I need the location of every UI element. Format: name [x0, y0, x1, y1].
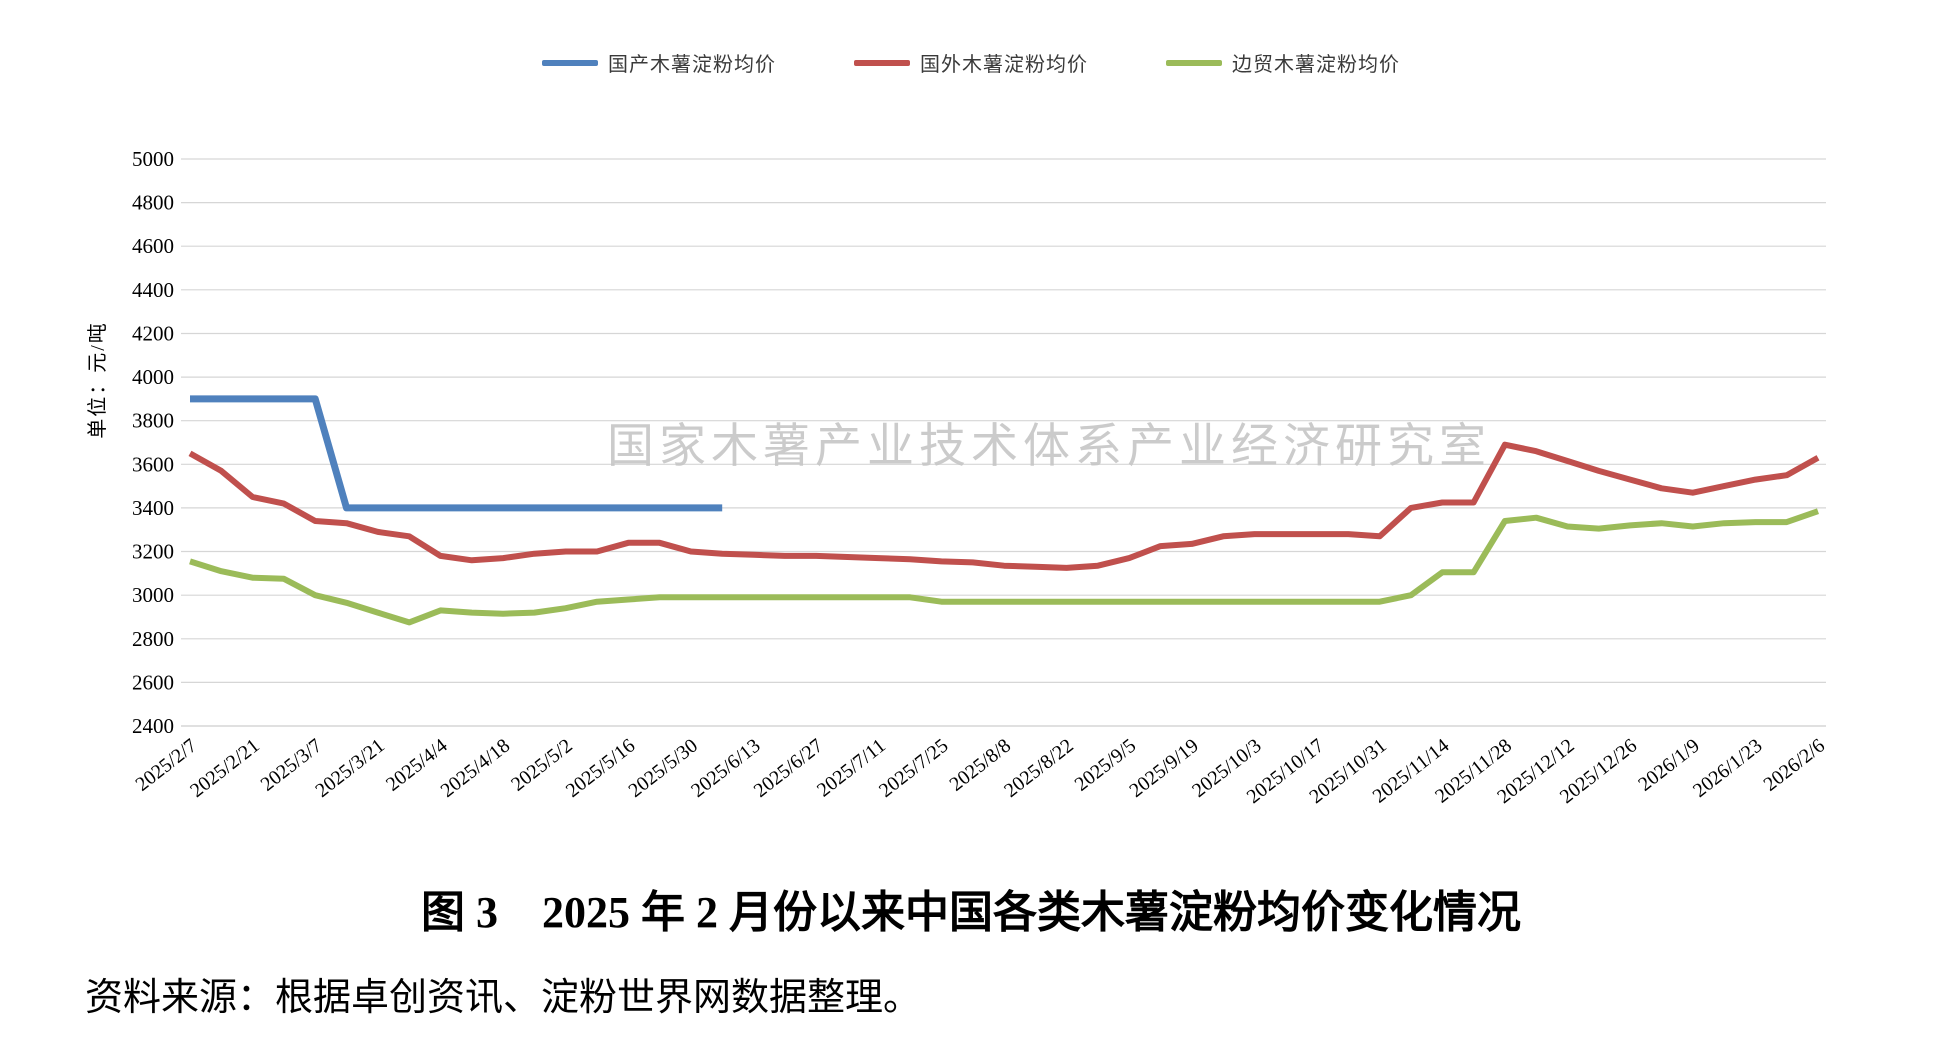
- legend-label: 国产木薯淀粉均价: [608, 54, 776, 76]
- y-tick-label: 5000: [132, 147, 174, 171]
- x-tick-label: 2025/4/18: [437, 735, 514, 802]
- x-tick-label: 2025/8/22: [1000, 735, 1077, 802]
- series-line-2: [189, 508, 1819, 626]
- legend-swatch: [1166, 59, 1222, 66]
- x-tick-label: 2026/2/6: [1759, 735, 1829, 796]
- legend-item-border-trade: 边贸木薯淀粉均价: [1166, 48, 1400, 77]
- chart-legend: 国产木薯淀粉均价 国外木薯淀粉均价 边贸木薯淀粉均价: [0, 48, 1942, 77]
- y-tick-label: 2400: [132, 714, 174, 738]
- y-tick-label: 4200: [132, 322, 174, 346]
- watermark-text: 国家木薯产业技术体系产业经济研究室: [607, 421, 1491, 473]
- y-tick-label: 3800: [132, 409, 174, 433]
- x-tick-label: 2025/7/11: [813, 735, 890, 802]
- x-tick-label: 2025/9/19: [1125, 735, 1202, 802]
- y-tick-label: 4000: [132, 365, 174, 389]
- y-tick-label: 2600: [132, 670, 174, 694]
- legend-label: 边贸木薯淀粉均价: [1232, 54, 1400, 76]
- y-tick-label: 4400: [132, 278, 174, 302]
- legend-swatch: [542, 59, 598, 66]
- legend-label: 国外木薯淀粉均价: [920, 54, 1088, 76]
- figure-title: 图 3 2025 年 2 月份以来中国各类木薯淀粉均价变化情况: [421, 888, 1521, 937]
- x-tick-label: 2025/7/25: [875, 735, 952, 802]
- x-tick-label: 2025/3/21: [311, 735, 388, 802]
- y-tick-label: 3600: [132, 452, 174, 476]
- series-line-1: [188, 441, 1820, 571]
- x-tick-label: 2026/1/23: [1689, 735, 1766, 802]
- x-tick-label: 2025/2/21: [186, 735, 263, 802]
- x-tick-label: 2025/5/16: [562, 735, 639, 802]
- y-tick-label: 4600: [132, 234, 174, 258]
- y-tick-label: 3200: [132, 540, 174, 564]
- legend-swatch: [854, 59, 910, 66]
- chart-svg: 2400 2600 2800 3000 3200 3400 3600 3800 4000 4200…: [86, 147, 1829, 808]
- series-line-0: [190, 395, 723, 512]
- x-tick-label: 2025/5/30: [625, 735, 702, 802]
- source-note: 资料来源：根据卓创资讯、淀粉世界网数据整理。: [85, 977, 922, 1019]
- legend-item-foreign: 国外木薯淀粉均价: [854, 48, 1088, 77]
- y-tick-label: 3400: [132, 496, 174, 520]
- y-tick-label: 3000: [132, 583, 174, 607]
- legend-item-domestic: 国产木薯淀粉均价: [542, 48, 776, 77]
- x-tick-label: 2025/6/27: [750, 735, 827, 802]
- y-tick-label: 4800: [132, 191, 174, 215]
- x-tick-label: 2025/6/13: [687, 735, 764, 802]
- y-axis-unit-label: 单位：元/吨: [86, 321, 109, 439]
- y-tick-label: 2800: [132, 627, 174, 651]
